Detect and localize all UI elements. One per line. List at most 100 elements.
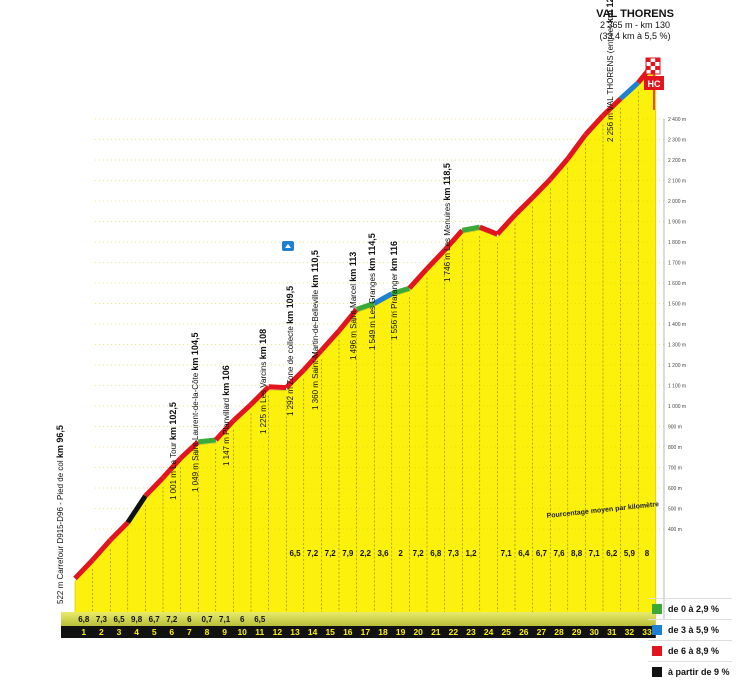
segment-gradient-label: 7,2 <box>307 549 319 558</box>
elevation-tick-label: 2 100 m <box>668 179 686 185</box>
km-number-label: 19 <box>396 627 406 637</box>
elevation-tick-label: 1 300 m <box>668 343 686 349</box>
gradient-segment <box>601 96 623 118</box>
km-number-label: 21 <box>431 627 441 637</box>
gradient-band <box>61 612 656 626</box>
segment-gradient-label: 6,7 <box>149 615 161 624</box>
climb-point-name: Zone de collecte <box>286 324 295 385</box>
segment-gradient-label: 7,9 <box>342 549 354 558</box>
elevation-tick-label: 700 m <box>668 466 682 472</box>
climb-point-name: Les Menuires <box>443 201 452 251</box>
km-number-label: 27 <box>537 627 547 637</box>
legend-swatch-black <box>652 667 662 677</box>
legend-label-blue: de 3 à 5,9 % <box>668 625 720 635</box>
segment-gradient-label: 6,8 <box>78 615 90 624</box>
gradient-segment <box>319 329 341 353</box>
segment-gradient-label: 6,2 <box>606 549 618 558</box>
profile-area <box>74 63 657 621</box>
km-number-label: 31 <box>607 627 617 637</box>
climb-point-elevation: 2 256 m <box>606 111 615 142</box>
km-number-label: 20 <box>413 627 423 637</box>
elevation-tick-label: 1 000 m <box>668 404 686 410</box>
segment-gradient-label: 0,7 <box>201 615 213 624</box>
climb-point-label: 1 049 m Saint-Laurent-de-la-Côte km 104,… <box>190 333 200 492</box>
climb-point-km: km 104,5 <box>190 333 200 371</box>
climb-point-name: Praranger <box>390 271 399 309</box>
km-number-label: 30 <box>589 627 599 637</box>
climb-point-elevation: 1 147 m <box>222 435 231 466</box>
segment-gradient-label: 6,5 <box>289 549 301 558</box>
legend-label-green: de 0 à 2,9 % <box>668 604 720 614</box>
hc-category-label: HC <box>648 79 661 89</box>
climb-point-name: Saint-Marcel <box>349 282 358 329</box>
legend-swatch-green <box>652 604 662 614</box>
climb-point-elevation: 1 292 m <box>286 385 295 416</box>
legend-swatch-red <box>652 646 662 656</box>
segment-gradient-label: 5,9 <box>624 549 636 558</box>
legend-item-green: de 0 à 2,9 % <box>648 598 732 619</box>
climb-point-name: Les Varcins <box>259 359 268 402</box>
climb-point-km: km 106 <box>221 365 231 396</box>
segment-gradient-label: 7,2 <box>166 615 178 624</box>
gradient-segment <box>337 307 359 333</box>
climb-point-elevation: 1 360 m <box>311 379 320 410</box>
km-band <box>61 626 656 638</box>
segment-gradient-label: 7,1 <box>219 615 231 624</box>
climb-point-km: km 96,5 <box>55 425 65 458</box>
km-number-label: 18 <box>378 627 388 637</box>
segment-gradient-label: 6,5 <box>113 615 125 624</box>
summit-header: VAL THORENS 2 365 m - km 130 (33,4 km à … <box>560 8 710 42</box>
km-number-label: 14 <box>308 627 318 637</box>
gradient-segment <box>425 248 447 271</box>
km-number-label: 11 <box>255 627 264 637</box>
climb-point-label: 1 360 m Saint-Martin-de-Belleville km 11… <box>310 250 320 410</box>
segment-gradient-label: 6,5 <box>254 615 266 624</box>
gradient-segment <box>231 402 253 423</box>
segment-gradient-label: 7,2 <box>325 549 337 558</box>
elevation-tick-label: 800 m <box>668 445 682 451</box>
climb-point-km: km 118,5 <box>442 163 452 201</box>
elevation-tick-label: 1 600 m <box>668 281 686 287</box>
climb-point-elevation: 1 049 m <box>191 461 200 492</box>
climb-point-label: 1 292 m Zone de collecte km 109,5 <box>285 286 295 416</box>
climb-point-label: 1 001 m La Tour km 102,5 <box>168 402 178 500</box>
km-number-label: 26 <box>519 627 529 637</box>
segment-gradient-label: 1,2 <box>465 549 477 558</box>
climb-point-name: Carrefour D915-D96 - Pied de col <box>56 458 65 579</box>
climb-point-label: 1 496 m Saint-Marcel km 113 <box>348 252 358 360</box>
gradient-segment <box>197 437 217 445</box>
km-number-label: 33 <box>642 627 652 637</box>
segment-gradient-label: 2,2 <box>360 549 372 558</box>
gradient-segment <box>73 558 95 581</box>
climb-point-label: 1 225 m Les Varcins km 108 <box>258 329 268 434</box>
gradient-legend: de 0 à 2,9 % de 3 à 5,9 % de 6 à 8,9 % à… <box>648 598 732 682</box>
gradient-segment <box>372 291 394 306</box>
gradient-segment <box>407 266 429 290</box>
km-number-label: 23 <box>466 627 476 637</box>
segment-gradient-label: 6 <box>240 615 245 624</box>
gradient-segment <box>249 385 271 407</box>
gradient-segment <box>461 224 481 233</box>
segment-gradient-label: 7,6 <box>553 549 565 558</box>
gradient-segment <box>478 224 499 237</box>
climb-point-km: km 108 <box>258 329 268 360</box>
km-number-label: 32 <box>625 627 635 637</box>
climb-point-elevation: 1 556 m <box>390 309 399 340</box>
climb-point-elevation: 1 746 m <box>443 251 452 282</box>
km-number-label: 10 <box>237 627 247 637</box>
climb-point-km: km 114,5 <box>367 233 377 271</box>
elevation-tick-label: 500 m <box>668 507 682 513</box>
legend-swatch-blue <box>652 625 662 635</box>
climb-point-name: Saint-Laurent-de-la-Côte <box>191 371 200 461</box>
gradient-segment <box>355 301 376 312</box>
km-number-label: 9 <box>222 627 227 637</box>
segment-gradient-label: 9,8 <box>131 615 143 624</box>
summit-info-line2: (33,4 km à 5,5 %) <box>599 31 671 41</box>
gradient-segment <box>178 440 200 461</box>
gradient-segment <box>213 419 236 442</box>
km-number-label: 24 <box>484 627 494 637</box>
km-number-label: 25 <box>501 627 511 637</box>
gradient-segment <box>530 177 552 200</box>
elevation-tick-label: 2 400 m <box>668 117 686 123</box>
gradient-segment <box>301 348 324 372</box>
